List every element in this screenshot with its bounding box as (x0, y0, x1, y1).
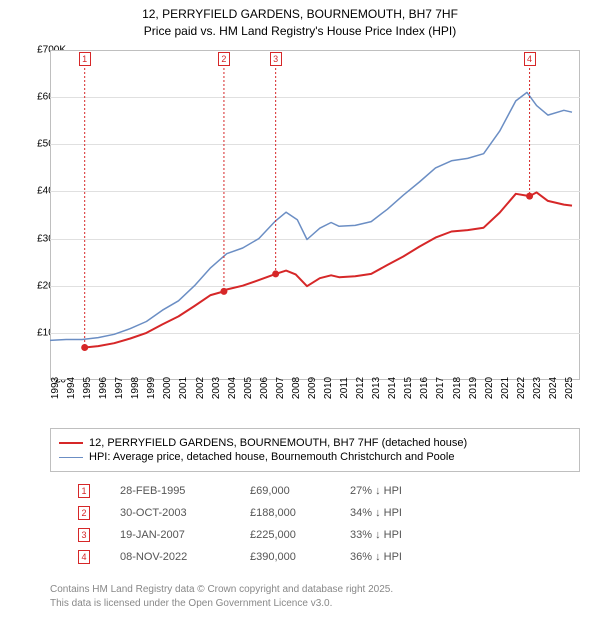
chart-title-line1: 12, PERRYFIELD GARDENS, BOURNEMOUTH, BH7… (0, 6, 600, 23)
x-tick-label: 2008 (291, 377, 302, 399)
marker-box: 3 (270, 52, 282, 66)
transaction-date: 28-FEB-1995 (120, 485, 250, 497)
x-tick-label: 2004 (227, 377, 238, 399)
transaction-date: 19-JAN-2007 (120, 529, 250, 541)
transaction-price: £188,000 (250, 507, 350, 519)
transaction-price: £390,000 (250, 551, 350, 563)
legend: 12, PERRYFIELD GARDENS, BOURNEMOUTH, BH7… (50, 428, 580, 472)
marker-box: 1 (79, 52, 91, 66)
transaction-pct: 36% ↓ HPI (350, 551, 450, 563)
x-tick-label: 2021 (500, 377, 511, 399)
x-tick-label: 2006 (259, 377, 270, 399)
x-tick-label: 2014 (387, 377, 398, 399)
x-tick-label: 2000 (162, 377, 173, 399)
transaction-price: £69,000 (250, 485, 350, 497)
marker-box: 4 (524, 52, 536, 66)
transaction-index: 2 (78, 506, 90, 520)
transaction-row: 1 28-FEB-1995£69,00027% ↓ HPI (78, 480, 450, 502)
transaction-row: 4 08-NOV-2022£390,00036% ↓ HPI (78, 546, 450, 568)
chart-container: 12, PERRYFIELD GARDENS, BOURNEMOUTH, BH7… (0, 0, 600, 620)
legend-label-hpi: HPI: Average price, detached house, Bour… (89, 451, 454, 463)
footer: Contains HM Land Registry data © Crown c… (50, 583, 393, 610)
x-tick-label: 2009 (307, 377, 318, 399)
marker-dot (272, 270, 279, 277)
x-tick-label: 2018 (452, 377, 463, 399)
x-axis-labels: 1993199419951996199719981999200020012002… (50, 384, 580, 424)
chart-title-block: 12, PERRYFIELD GARDENS, BOURNEMOUTH, BH7… (0, 0, 600, 40)
marker-dot (81, 344, 88, 351)
transaction-index: 1 (78, 484, 90, 498)
transaction-index: 4 (78, 550, 90, 564)
transaction-row: 2 30-OCT-2003£188,00034% ↓ HPI (78, 502, 450, 524)
x-tick-label: 2003 (211, 377, 222, 399)
x-tick-label: 1997 (114, 377, 125, 399)
x-tick-label: 2023 (532, 377, 543, 399)
x-tick-label: 1999 (146, 377, 157, 399)
x-tick-label: 1998 (130, 377, 141, 399)
transaction-pct: 34% ↓ HPI (350, 507, 450, 519)
x-tick-label: 2010 (323, 377, 334, 399)
x-tick-label: 2012 (355, 377, 366, 399)
series-line-hpi (50, 92, 572, 340)
series-line-property (85, 192, 572, 347)
marker-dot (526, 193, 533, 200)
plot-svg (50, 50, 580, 380)
x-tick-label: 2024 (548, 377, 559, 399)
legend-row-property: 12, PERRYFIELD GARDENS, BOURNEMOUTH, BH7… (59, 437, 571, 449)
legend-swatch-property (59, 442, 83, 444)
legend-swatch-hpi (59, 457, 83, 458)
x-tick-label: 2017 (435, 377, 446, 399)
x-tick-label: 1994 (66, 377, 77, 399)
x-tick-label: 2020 (484, 377, 495, 399)
transaction-date: 30-OCT-2003 (120, 507, 250, 519)
marker-dot (220, 288, 227, 295)
footer-line2: This data is licensed under the Open Gov… (50, 597, 393, 611)
x-tick-label: 2001 (178, 377, 189, 399)
transaction-pct: 27% ↓ HPI (350, 485, 450, 497)
marker-box: 2 (218, 52, 230, 66)
x-tick-label: 1995 (82, 377, 93, 399)
chart-plot-area: 1 2 3 4 (50, 50, 580, 380)
x-tick-label: 2025 (564, 377, 575, 399)
x-tick-label: 2002 (195, 377, 206, 399)
transaction-row: 3 19-JAN-2007£225,00033% ↓ HPI (78, 524, 450, 546)
x-tick-label: 2022 (516, 377, 527, 399)
transaction-price: £225,000 (250, 529, 350, 541)
transaction-index: 3 (78, 528, 90, 542)
x-tick-label: 2015 (403, 377, 414, 399)
footer-line1: Contains HM Land Registry data © Crown c… (50, 583, 393, 597)
x-tick-label: 2016 (419, 377, 430, 399)
legend-label-property: 12, PERRYFIELD GARDENS, BOURNEMOUTH, BH7… (89, 437, 467, 449)
transaction-pct: 33% ↓ HPI (350, 529, 450, 541)
x-tick-label: 2005 (243, 377, 254, 399)
x-tick-label: 1993 (50, 377, 61, 399)
x-tick-label: 1996 (98, 377, 109, 399)
transaction-date: 08-NOV-2022 (120, 551, 250, 563)
x-tick-label: 2019 (468, 377, 479, 399)
x-tick-label: 2013 (371, 377, 382, 399)
legend-row-hpi: HPI: Average price, detached house, Bour… (59, 451, 571, 463)
x-tick-label: 2011 (339, 377, 350, 399)
chart-title-line2: Price paid vs. HM Land Registry's House … (0, 23, 600, 40)
transactions-table: 1 28-FEB-1995£69,00027% ↓ HPI 2 30-OCT-2003… (78, 480, 450, 568)
x-tick-label: 2007 (275, 377, 286, 399)
